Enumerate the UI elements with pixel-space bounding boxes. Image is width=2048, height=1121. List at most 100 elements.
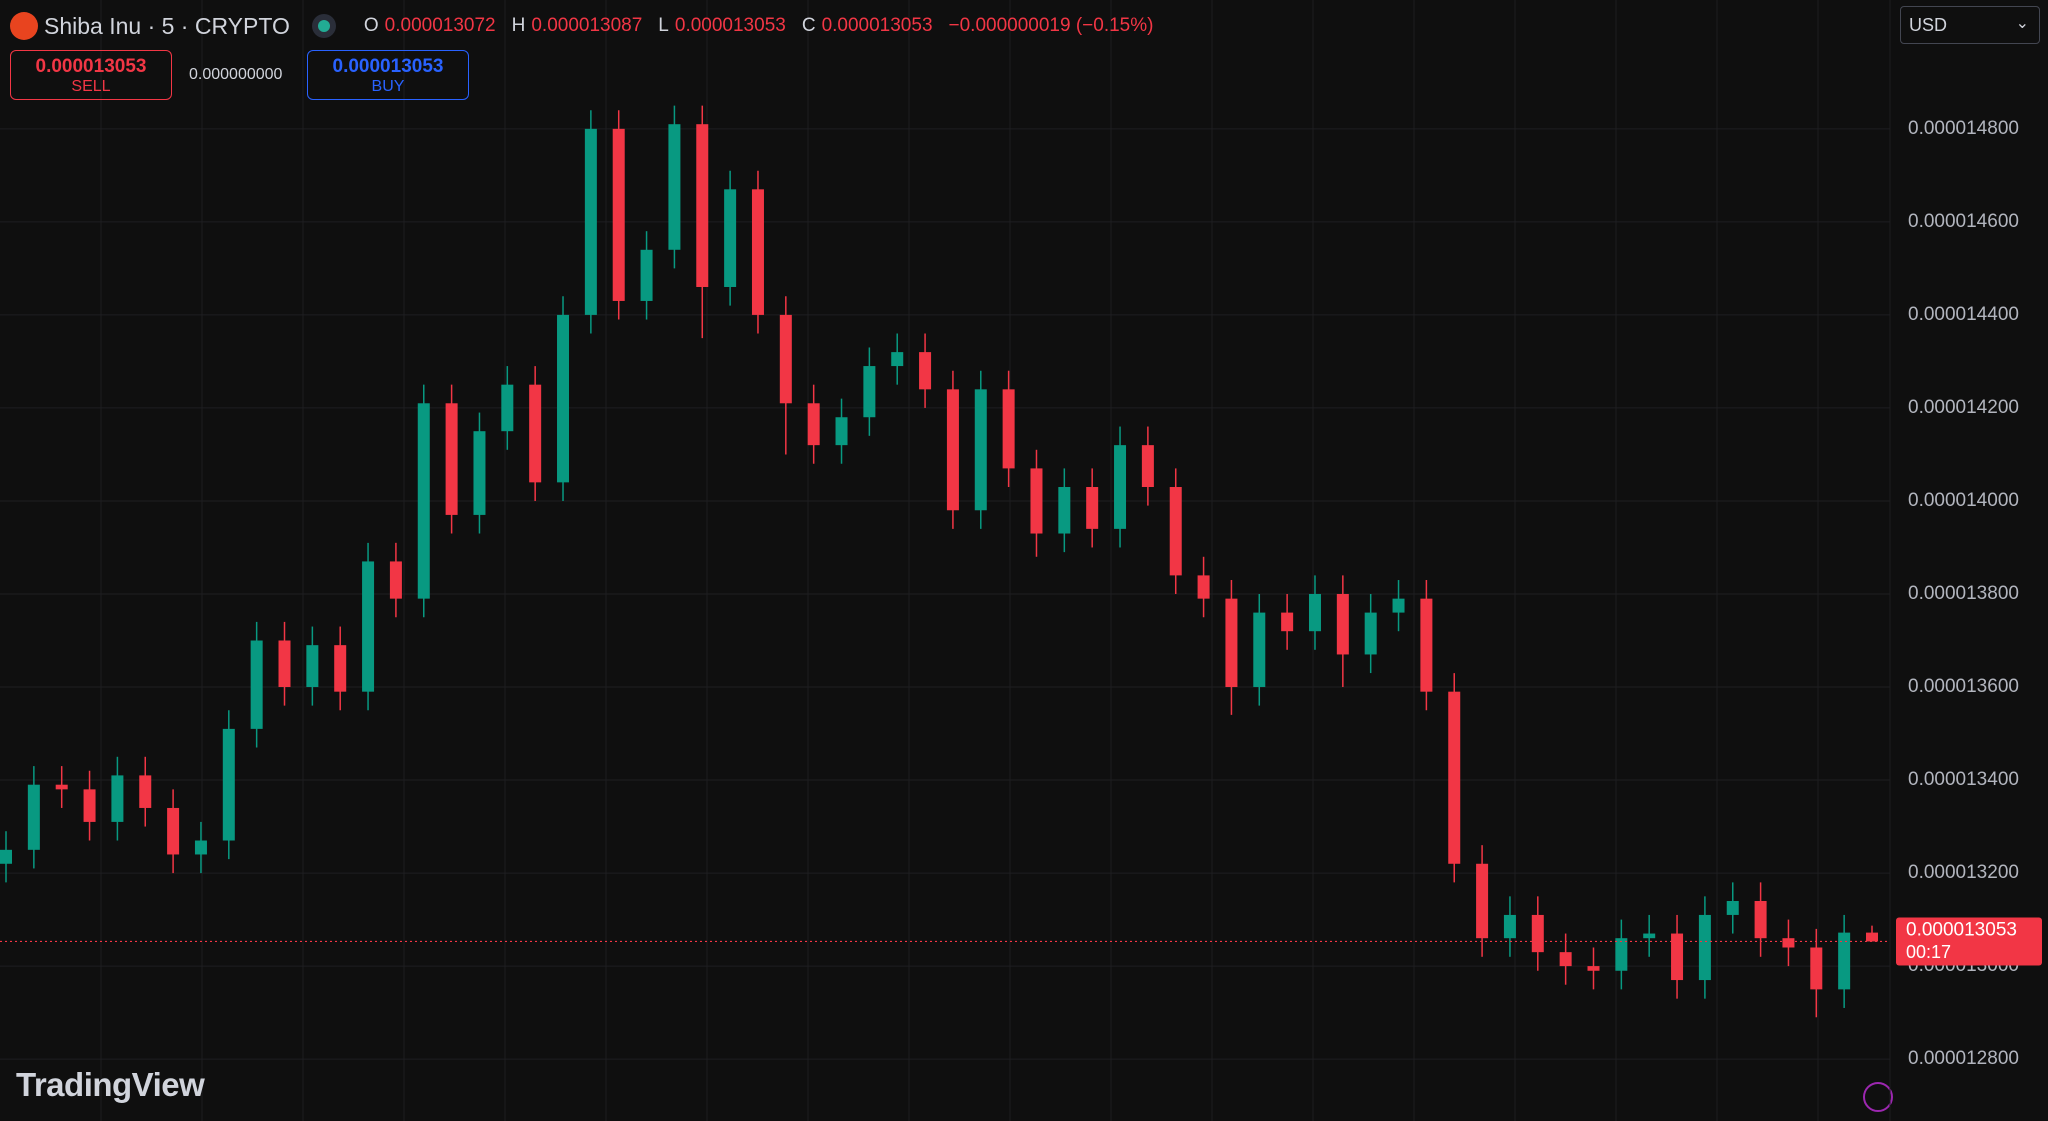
last-price-label: 0.000013053 (1906, 919, 2017, 940)
candle-body (1058, 487, 1071, 534)
candle-body (306, 645, 319, 688)
candle-body (1197, 575, 1210, 599)
spread: 0.000000000 (189, 66, 283, 83)
candle-body (1754, 900, 1767, 939)
currency: USD (1909, 15, 1948, 35)
candle-body (1503, 914, 1516, 939)
candle-body (362, 561, 375, 692)
candle-body (501, 384, 514, 432)
y-tick-label: 0.000012800 (1908, 1048, 2019, 1069)
candle-body (1726, 900, 1739, 915)
y-tick-label: 0.000014800 (1908, 118, 2019, 139)
candle-body (0, 849, 12, 864)
candle-body (612, 128, 625, 301)
candle-body (1643, 933, 1656, 939)
ohlc-label: O (363, 15, 379, 36)
y-tick-label: 0.000013400 (1908, 769, 2019, 790)
candle-body (724, 189, 737, 287)
candle-body (111, 775, 124, 822)
high-value: 0.000013087 (531, 15, 643, 36)
candle-body (529, 384, 542, 483)
candle-body (584, 128, 597, 315)
candle-body (1810, 947, 1823, 990)
candle-body (1141, 445, 1154, 488)
candle-body (473, 431, 486, 515)
candle-body (668, 124, 681, 250)
candle-body (1866, 932, 1878, 942)
change: −0.000000019 (−0.15%) (948, 15, 1154, 36)
symbol[interactable]: Shiba Inu · 5 · CRYPTO (44, 12, 290, 39)
candle-body (835, 417, 848, 446)
y-tick-label: 0.000013800 (1908, 583, 2019, 604)
candle-body (83, 789, 96, 822)
buy-label: BUY (371, 78, 405, 95)
currency-select[interactable]: USD ⌄ (1900, 6, 2040, 44)
y-tick-label: 0.000014600 (1908, 211, 2019, 232)
candle-body (1253, 612, 1266, 688)
y-tick-label: 0.000013600 (1908, 676, 2019, 697)
candle-body (1364, 612, 1377, 655)
candle-body (1615, 938, 1628, 971)
header: Shiba Inu · 5 · CRYPTO O 0.000013072 H 0.0… (10, 8, 1153, 44)
candle-body (919, 352, 932, 390)
dropdown-arrow: ⌄ (2015, 15, 2029, 32)
candle-body (1838, 932, 1851, 990)
candle-body (194, 840, 207, 855)
candle-body (1698, 914, 1711, 981)
candle-body (1002, 389, 1015, 469)
candle-body (1225, 598, 1238, 688)
candle-body (974, 389, 987, 511)
candle-body (557, 314, 570, 483)
candle-body (1392, 598, 1405, 613)
alert-icon[interactable] (1863, 1082, 1893, 1112)
candle-body (863, 366, 876, 418)
countdown: 00:17 (1906, 942, 1951, 962)
y-tick-label: 0.000014000 (1908, 490, 2019, 511)
candle-body (1531, 914, 1544, 953)
ohlc-label: H (511, 15, 526, 36)
candle-body (1281, 612, 1294, 632)
status-dot (317, 20, 330, 32)
open-value: 0.000013072 (384, 15, 496, 36)
vertical-grid (100, 0, 1819, 1121)
sell-button[interactable]: 0.000013053 SELL (10, 50, 172, 100)
candle-body (1448, 691, 1461, 864)
sell-label: SELL (71, 78, 111, 95)
candle-body (946, 389, 959, 511)
symbol-icon (10, 12, 38, 40)
candle-body (1086, 487, 1099, 529)
candle-body (779, 314, 792, 404)
candle-body (696, 124, 709, 287)
candle-body (1114, 445, 1127, 529)
candle-body (1559, 952, 1572, 967)
ohlc-label: C (801, 15, 816, 36)
candle-body (278, 640, 291, 688)
candle-body (417, 403, 430, 599)
candle-body (807, 403, 820, 446)
candle-body (1476, 863, 1489, 939)
candle-body (640, 249, 653, 301)
buy-button[interactable]: 0.000013053 BUY (307, 50, 469, 100)
candle-body (1336, 593, 1349, 655)
y-tick-label: 0.000014200 (1908, 397, 2019, 418)
sell-price: 0.000013053 (35, 56, 147, 77)
candle-body (1420, 598, 1433, 692)
candle-body (1782, 938, 1795, 948)
low-value: 0.000013053 (674, 15, 786, 36)
candle-body (891, 352, 904, 367)
ohlc-label: L (658, 15, 669, 36)
candle-body (55, 784, 68, 790)
candle-body (250, 640, 263, 729)
candle-body (139, 775, 152, 808)
close-value: 0.000013053 (821, 15, 933, 36)
candle-body (1169, 487, 1182, 576)
last-price-box (1896, 917, 2042, 966)
candle-body (167, 807, 180, 855)
candle-body (445, 403, 458, 515)
candle-body (27, 784, 40, 850)
logo[interactable]: TradingView (16, 1066, 205, 1103)
y-tick-label: 0.000014400 (1908, 304, 2019, 325)
candle-body (1587, 966, 1600, 971)
